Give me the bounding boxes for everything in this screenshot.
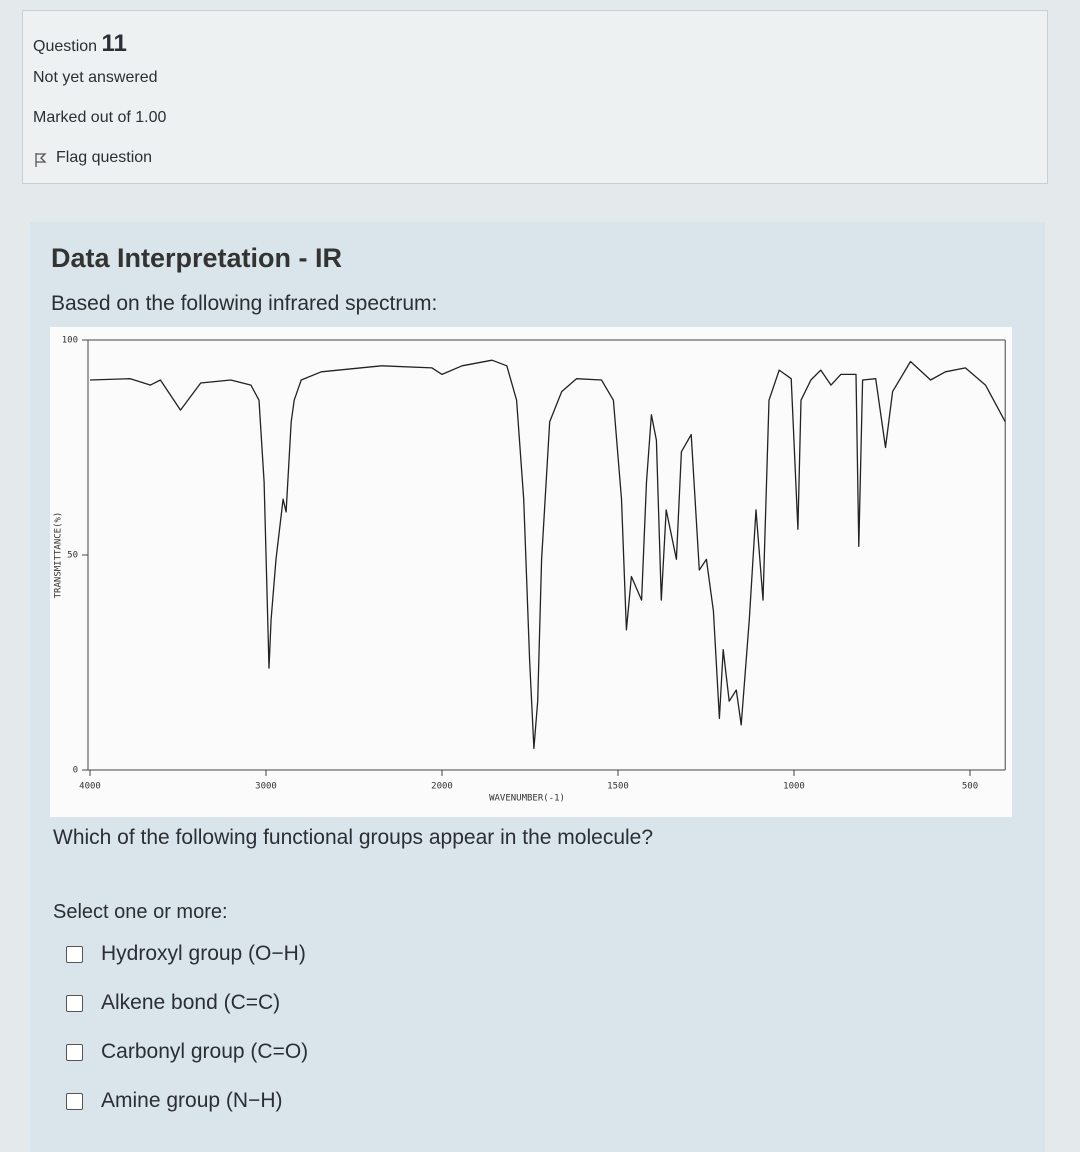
checkbox[interactable] — [66, 946, 83, 963]
x-tick-label: 2000 — [431, 782, 453, 792]
x-tick-label: 500 — [962, 782, 978, 792]
checkbox[interactable] — [66, 995, 83, 1012]
spectrum-chart: 0 50 100 4000 3000 2000 1500 1000 500 WAVENUMBER(… — [54, 336, 1006, 804]
option-label[interactable]: Alkene bond (C=C) — [101, 991, 281, 1014]
option-label[interactable]: Hydroxyl group (O−H) — [101, 942, 306, 965]
question-word: Question — [33, 38, 98, 55]
marks: Marked out of 1.00 — [33, 109, 167, 126]
option-label[interactable]: Carbonyl group (C=O) — [101, 1040, 309, 1063]
flag-question[interactable]: Flag question — [56, 149, 153, 166]
y-tick-label: 50 — [67, 551, 78, 561]
y-tick-label: 100 — [62, 336, 78, 346]
question-label: Question 11 — [33, 30, 127, 58]
intro: Based on the following infrared spectrum… — [51, 292, 438, 315]
y-axis-label: TRANSMITTANCE(%) — [54, 512, 64, 599]
x-tick-label: 1000 — [783, 782, 805, 792]
x-axis-label: WAVENUMBER(-1) — [489, 794, 565, 804]
x-tick-label: 3000 — [255, 782, 277, 792]
instruction: Select one or more: — [53, 901, 228, 923]
spectrum-line — [89, 359, 1006, 750]
checkbox[interactable] — [66, 1093, 83, 1110]
flag-icon[interactable] — [34, 152, 48, 168]
question-number: 11 — [101, 30, 127, 57]
checkbox[interactable] — [66, 1044, 83, 1061]
question-info — [22, 10, 1048, 184]
y-tick-label: 0 — [73, 766, 78, 776]
prompt: Which of the following functional groups… — [53, 826, 654, 849]
x-tick-label: 4000 — [79, 782, 101, 792]
spectrum-background — [50, 327, 1012, 817]
heading: Data Interpretation - IR — [51, 243, 343, 273]
status: Not yet answered — [33, 69, 158, 86]
x-tick-label: 1500 — [607, 782, 629, 792]
option-label[interactable]: Amine group (N−H) — [101, 1089, 283, 1112]
